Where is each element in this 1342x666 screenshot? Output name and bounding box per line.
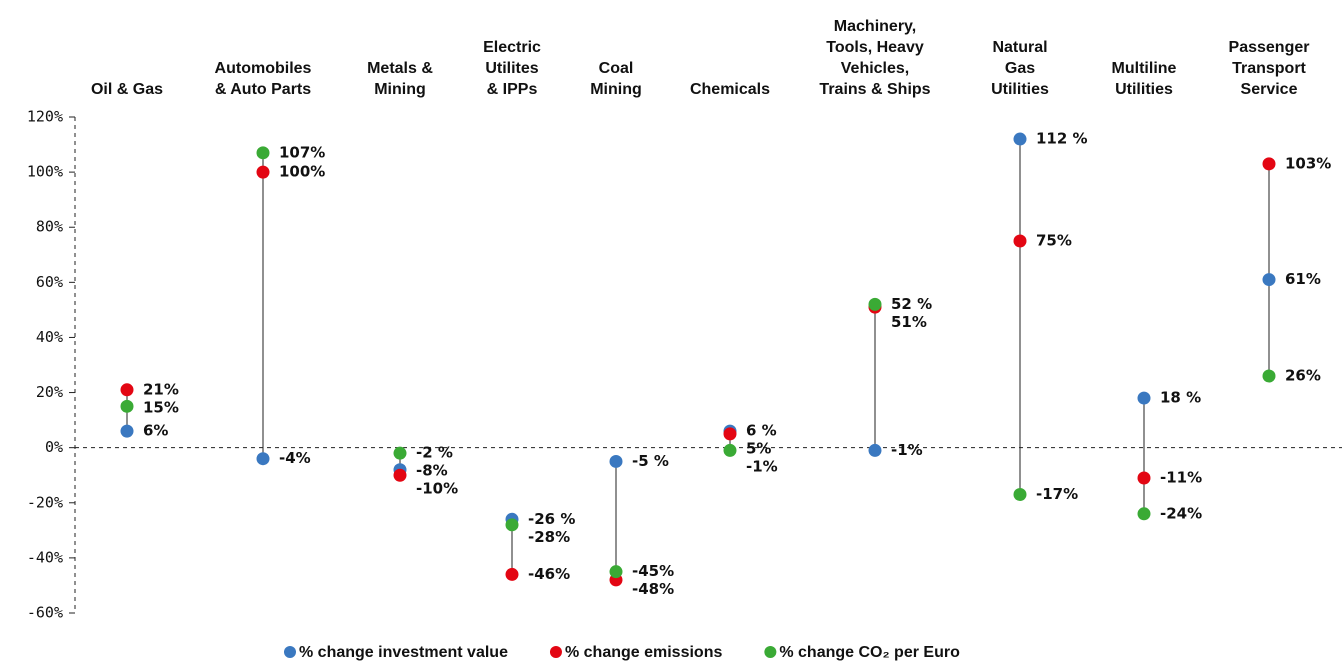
- category-label: & IPPs: [487, 81, 538, 98]
- dot: [1262, 273, 1276, 287]
- category-label: Natural: [992, 39, 1047, 56]
- category-label: Trains & Ships: [819, 81, 930, 98]
- category-label: Machinery,: [834, 18, 916, 35]
- dot: [1013, 132, 1027, 146]
- legend-label: % change CO₂ per Euro: [779, 644, 960, 661]
- category-label: Mining: [374, 81, 426, 98]
- y-tick-label: -20%: [27, 493, 63, 511]
- category-label: Automobiles: [215, 60, 312, 77]
- category-label: Electric: [483, 39, 541, 56]
- y-tick-label: -40%: [27, 548, 63, 566]
- value-label: 6%: [143, 422, 168, 440]
- value-label: -2 %: [416, 444, 453, 462]
- y-tick-label: 20%: [36, 383, 63, 401]
- y-tick-label: 0%: [45, 438, 63, 456]
- dot: [1013, 488, 1027, 502]
- value-label: 15%: [143, 398, 179, 416]
- value-label: -24%: [1160, 504, 1202, 522]
- value-label: -4%: [279, 449, 311, 467]
- category-label: Utilities: [1115, 81, 1173, 98]
- value-label: 52 %: [891, 295, 932, 313]
- value-label: -5 %: [632, 452, 669, 470]
- value-label: -1%: [891, 441, 923, 459]
- value-label: -48%: [632, 580, 674, 598]
- y-tick-label: -60%: [27, 604, 63, 622]
- value-label: -46%: [528, 565, 570, 583]
- value-label: 75%: [1036, 232, 1072, 250]
- value-label: -45%: [632, 562, 674, 580]
- legend-label: % change investment value: [299, 644, 508, 661]
- dot: [1262, 369, 1276, 383]
- category-label: Vehicles,: [841, 60, 910, 77]
- dot: [393, 446, 407, 460]
- dot: [609, 454, 623, 468]
- dot: [505, 567, 519, 581]
- dot: [868, 443, 882, 457]
- value-label: 112 %: [1036, 130, 1088, 148]
- category-label: Multiline: [1112, 60, 1177, 77]
- value-label: 100%: [279, 163, 325, 181]
- legend-marker: [764, 646, 777, 658]
- category-label: Mining: [590, 81, 642, 98]
- category-label: & Auto Parts: [215, 81, 311, 98]
- category-label: Chemicals: [690, 81, 770, 98]
- dot: [1013, 234, 1027, 248]
- dot: [609, 565, 623, 579]
- y-tick-label: 100%: [27, 163, 63, 181]
- category-label: Metals &: [367, 60, 433, 77]
- dot: [256, 146, 270, 160]
- value-label: 21%: [143, 380, 179, 398]
- category-label: Passenger: [1229, 39, 1310, 56]
- dot: [120, 399, 134, 413]
- value-label: 18 %: [1160, 389, 1201, 407]
- value-label: -28%: [528, 528, 570, 546]
- dot: [256, 452, 270, 466]
- y-tick-label: 120%: [27, 108, 63, 126]
- value-label: -1%: [746, 458, 778, 476]
- value-label: 61%: [1285, 270, 1321, 288]
- value-label: 5%: [746, 440, 771, 458]
- dot: [723, 427, 737, 441]
- value-label: -10%: [416, 480, 458, 498]
- dot: [1137, 507, 1151, 521]
- legend-marker: [549, 646, 562, 658]
- dot: [723, 443, 737, 457]
- legend-marker: [284, 646, 296, 658]
- value-label: -17%: [1036, 485, 1078, 503]
- category-label: Tools, Heavy: [826, 39, 924, 56]
- y-tick-label: 60%: [36, 273, 63, 291]
- value-label: -11%: [1160, 468, 1202, 486]
- value-label: 103%: [1285, 154, 1331, 172]
- dot: [120, 383, 134, 397]
- dot: [1262, 157, 1276, 171]
- category-label: Coal: [599, 60, 634, 77]
- dot: [868, 297, 882, 311]
- value-label: 6 %: [746, 422, 777, 440]
- dot: [1137, 471, 1151, 485]
- legend-label: % change emissions: [565, 644, 722, 661]
- category-label: Transport: [1232, 60, 1306, 77]
- dot: [393, 468, 407, 482]
- category-label: Service: [1241, 81, 1298, 98]
- category-label: Utilities: [991, 81, 1049, 98]
- dot: [256, 165, 270, 179]
- dot: [1137, 391, 1151, 405]
- value-label: 51%: [891, 313, 927, 331]
- value-label: -8%: [416, 462, 448, 480]
- value-label: -26 %: [528, 510, 575, 528]
- y-tick-label: 40%: [36, 328, 63, 346]
- y-tick-label: 80%: [36, 218, 63, 236]
- value-label: 26%: [1285, 367, 1321, 385]
- dot: [120, 424, 134, 438]
- dot: [505, 518, 519, 532]
- category-label: Oil & Gas: [91, 81, 163, 98]
- value-label: 107%: [279, 143, 325, 161]
- category-label: Gas: [1005, 60, 1035, 77]
- category-label: Utilites: [485, 60, 538, 77]
